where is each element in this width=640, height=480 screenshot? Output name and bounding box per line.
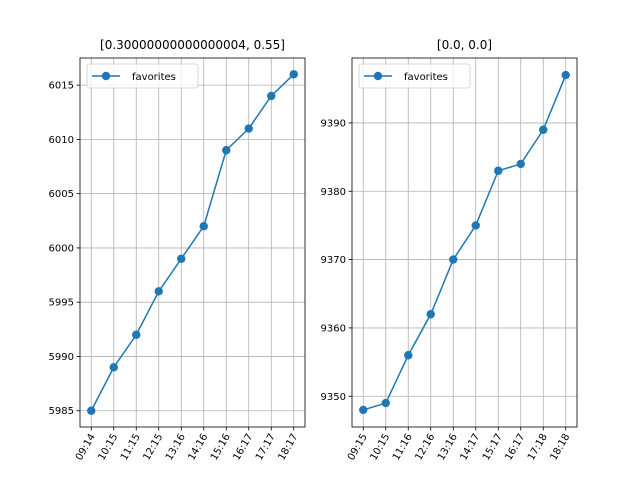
- y-tick-label: 6010: [49, 135, 74, 146]
- y-tick-label: 9390: [321, 118, 346, 129]
- legend-marker: [101, 71, 111, 81]
- y-tick-label: 5990: [49, 352, 74, 363]
- y-tick-label: 9350: [321, 392, 346, 403]
- x-tick-label: 13:16: [164, 432, 188, 462]
- data-point: [561, 70, 570, 80]
- x-tick-label: 09:15: [346, 432, 370, 462]
- y-tick-label: 6015: [49, 81, 74, 92]
- data-point: [244, 124, 253, 133]
- legend-label: favorites: [404, 72, 448, 83]
- y-tick-label: 6000: [49, 243, 74, 254]
- x-tick-label: 17:18: [526, 432, 550, 462]
- x-tick-label: 12:15: [141, 432, 165, 462]
- x-tick-label: 10:15: [96, 432, 120, 462]
- data-point: [109, 363, 118, 372]
- data-point: [494, 166, 503, 175]
- y-tick-label: 9380: [321, 187, 346, 198]
- x-tick-label: 16:17: [231, 432, 255, 462]
- y-tick-label: 9370: [321, 255, 346, 266]
- data-point: [359, 405, 368, 415]
- x-tick-label: 15:16: [209, 432, 233, 462]
- legend-label: favorites: [132, 72, 176, 83]
- y-tick-label: 9360: [321, 323, 346, 334]
- x-tick-label: 18:17: [276, 432, 300, 462]
- data-point: [404, 351, 413, 360]
- axes-frame: [351, 57, 578, 428]
- x-tick-label: 09:14: [74, 432, 98, 462]
- x-tick-label: 11:16: [391, 432, 415, 462]
- right-chart: [0.0, 0.0] 09:1510:1511:1612:1613:1614:1…: [321, 38, 578, 462]
- x-tick-label: 18:18: [548, 432, 572, 462]
- data-point: [289, 70, 298, 79]
- data-point: [177, 254, 186, 263]
- left-chart: [0.30000000000000004, 0.55] 09:1410:1511…: [49, 38, 306, 462]
- y-tick-label: 6005: [49, 189, 74, 200]
- data-point: [426, 310, 435, 319]
- x-tick-label: 13:16: [436, 432, 460, 462]
- data-point: [154, 287, 163, 296]
- series-line: [363, 74, 567, 411]
- x-tick-label: 11:15: [119, 432, 143, 462]
- data-point: [267, 91, 276, 101]
- x-tick-label: 12:16: [413, 432, 437, 462]
- x-tick-label: 16:17: [503, 432, 527, 462]
- x-tick-label: 10:15: [368, 432, 392, 462]
- data-point: [449, 255, 458, 264]
- data-point: [539, 125, 548, 134]
- chart-title: [0.30000000000000004, 0.55]: [100, 38, 285, 52]
- legend-box: [358, 63, 471, 89]
- data-point: [87, 406, 96, 415]
- data-point: [222, 146, 231, 155]
- axes-frame: [79, 57, 306, 428]
- x-tick-label: 17:17: [254, 432, 278, 462]
- legend-marker: [373, 71, 383, 81]
- data-point: [199, 222, 208, 231]
- y-tick-label: 5985: [49, 406, 74, 417]
- data-point: [132, 330, 141, 339]
- data-point: [471, 221, 480, 230]
- grid-lines: [80, 58, 305, 427]
- x-tick-label: 14:17: [458, 432, 482, 462]
- x-tick-label: 15:17: [481, 432, 505, 462]
- y-tick-label: 5995: [49, 298, 74, 309]
- legend-box: [86, 63, 199, 89]
- data-point: [516, 159, 525, 169]
- chart-title: [0.0, 0.0]: [437, 38, 492, 52]
- series-line: [90, 73, 295, 412]
- x-tick-label: 14:16: [186, 432, 210, 462]
- data-point: [381, 398, 390, 408]
